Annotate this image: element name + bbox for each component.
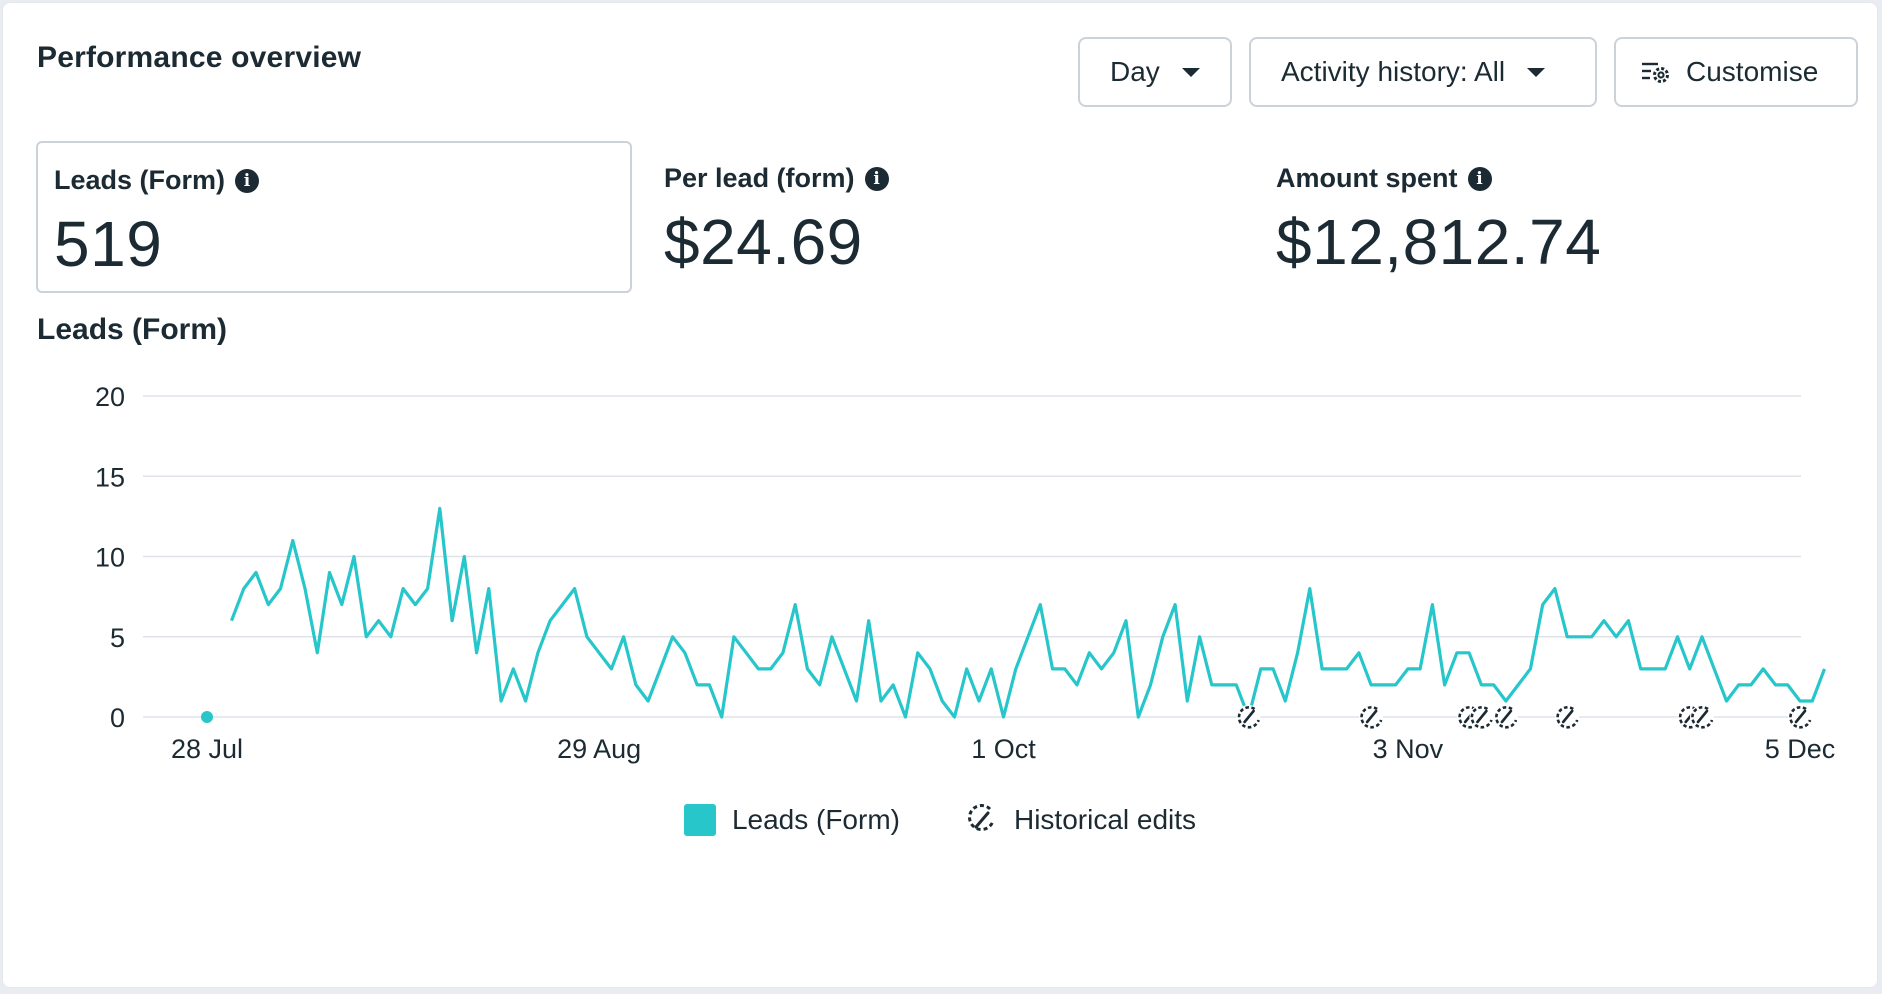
historical-edit-marker[interactable] bbox=[1469, 705, 1494, 729]
kpi-amount-spent-label-row: Amount spent i bbox=[1276, 163, 1492, 194]
kpi-leads-label: Leads (Form) bbox=[54, 165, 226, 195]
x-tick-label: 28 Jul bbox=[171, 734, 243, 764]
historical-edit-marker[interactable] bbox=[1689, 705, 1714, 729]
y-tick-label: 15 bbox=[95, 462, 125, 492]
legend-label-historical-edits: Historical edits bbox=[1013, 804, 1197, 835]
kpi-per-lead-value: $24.69 bbox=[664, 206, 863, 278]
historical-edit-marker[interactable] bbox=[1236, 705, 1261, 729]
kpi-amount-spent-card[interactable]: Amount spent i $12,812.74 bbox=[1260, 141, 1820, 293]
historical-edit-marker[interactable] bbox=[1788, 705, 1812, 729]
kpi-per-lead-label-row: Per lead (form) i bbox=[664, 163, 889, 194]
customise-settings-icon bbox=[1642, 62, 1669, 83]
kpi-leads-value: 519 bbox=[54, 208, 163, 280]
info-icon[interactable]: i bbox=[235, 168, 260, 193]
legend-item-leads[interactable]: Leads (Form) bbox=[683, 803, 900, 837]
info-icon[interactable]: i bbox=[1467, 166, 1492, 191]
historical-edits-icon bbox=[968, 804, 995, 831]
day-dropdown[interactable]: Day bbox=[1078, 37, 1232, 107]
leads-series-line bbox=[230, 506, 1826, 719]
x-tick-label: 3 Nov bbox=[1373, 734, 1444, 764]
chart-title: Leads (Form) bbox=[37, 313, 228, 346]
caret-down-icon bbox=[1181, 67, 1200, 77]
x-tick-label: 1 Oct bbox=[971, 734, 1036, 764]
leads-data-point bbox=[201, 711, 213, 723]
info-icon[interactable]: i bbox=[864, 166, 889, 191]
customise-label: Customise bbox=[1686, 56, 1819, 87]
activity-history-label: Activity history: All bbox=[1281, 56, 1506, 87]
x-tick-label: 5 Dec bbox=[1765, 734, 1836, 764]
kpi-leads-card[interactable]: Leads (Form) i 519 bbox=[36, 141, 632, 293]
historical-edit-marker[interactable] bbox=[1359, 705, 1384, 729]
kpi-leads-label-row: Leads (Form) i bbox=[54, 165, 260, 196]
legend-label-leads: Leads (Form) bbox=[731, 804, 900, 835]
y-tick-label: 5 bbox=[110, 623, 125, 653]
y-tick-label: 10 bbox=[95, 543, 125, 573]
page-title: Performance overview bbox=[37, 41, 362, 74]
x-tick-label: 29 Aug bbox=[557, 734, 641, 764]
kpi-per-lead-label: Per lead (form) bbox=[664, 163, 855, 193]
legend-item-historical-edits[interactable]: Historical edits bbox=[964, 803, 1196, 837]
historical-edit-marker[interactable] bbox=[1555, 705, 1580, 729]
customise-button[interactable]: Customise bbox=[1614, 37, 1858, 107]
historical-edit-marker[interactable] bbox=[1493, 705, 1518, 729]
leads-line-chart: 0 5 10 15 20 28 Jul 29 Aug 1 Oct 3 Nov 5 Dec bbox=[95, 382, 1836, 764]
legend-swatch-leads bbox=[683, 804, 716, 836]
activity-history-dropdown[interactable]: Activity history: All bbox=[1249, 37, 1597, 107]
y-tick-label: 0 bbox=[110, 703, 125, 733]
kpi-per-lead-card[interactable]: Per lead (form) i $24.69 bbox=[648, 141, 1208, 293]
day-dropdown-label: Day bbox=[1110, 56, 1160, 87]
kpi-amount-spent-label: Amount spent bbox=[1276, 163, 1458, 193]
kpi-amount-spent-value: $12,812.74 bbox=[1276, 206, 1602, 278]
chart-legend: Leads (Form) Historical edits bbox=[3, 803, 1877, 837]
y-tick-label: 20 bbox=[95, 382, 125, 412]
caret-down-icon bbox=[1527, 67, 1546, 77]
